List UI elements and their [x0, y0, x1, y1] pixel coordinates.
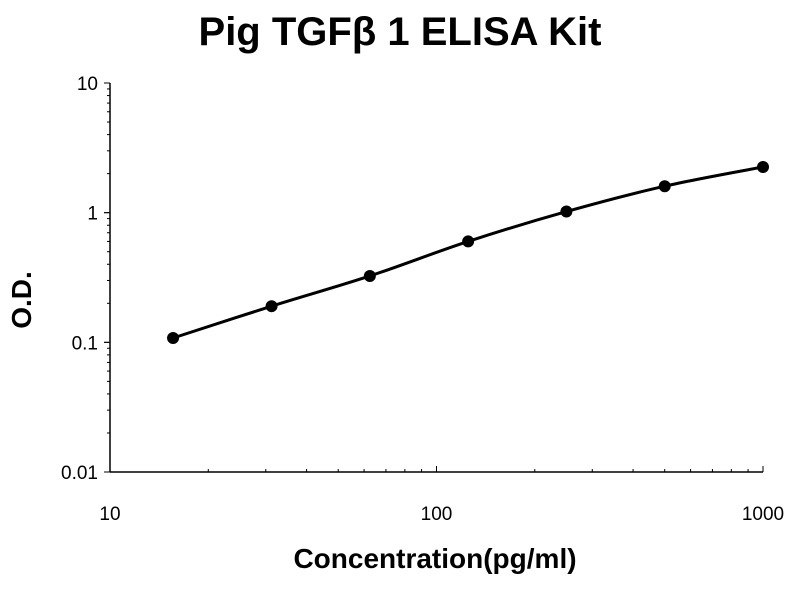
x-tick-label: 10 — [99, 504, 120, 525]
axes — [104, 82, 764, 473]
data-points — [167, 161, 769, 344]
fit-curve-group — [172, 165, 764, 340]
data-point — [757, 161, 769, 174]
data-point — [462, 235, 475, 248]
y-tick-label: 10 — [77, 74, 98, 95]
data-point — [658, 180, 671, 193]
x-tick-label: 1000 — [742, 504, 784, 525]
data-point — [167, 331, 180, 344]
data-point — [363, 269, 376, 282]
y-tick-label: 1 — [87, 204, 98, 225]
y-tick-label: 0.01 — [61, 463, 98, 484]
y-tick-label: 0.1 — [72, 333, 98, 354]
fit-curve — [172, 165, 764, 340]
x-axis-label: Concentration(pg/ml) — [293, 543, 577, 574]
data-point — [560, 205, 573, 218]
data-point — [265, 300, 278, 313]
chart-title: Pig TGFβ 1 ELISA Kit — [198, 10, 602, 54]
x-tick-label: 100 — [421, 504, 453, 525]
